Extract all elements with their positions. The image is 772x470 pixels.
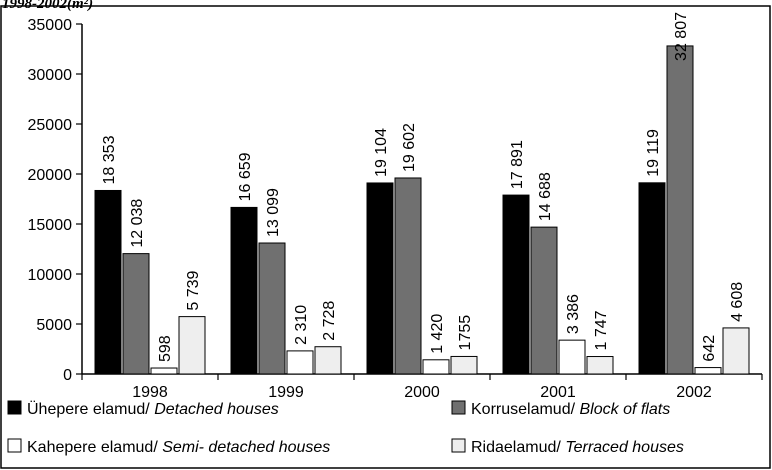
- bar-value-label: 32 807: [673, 12, 690, 61]
- bar-value-label: 4 608: [729, 282, 746, 322]
- bars: [94, 45, 750, 375]
- bar: [94, 189, 122, 375]
- bar: [394, 177, 422, 375]
- bar-value-label: 16 659: [237, 152, 254, 201]
- y-tick-label: 20000: [28, 167, 73, 184]
- bar: [586, 356, 614, 375]
- legend-entry: Ühepere elamud/ Detached houses: [27, 400, 279, 418]
- bar: [694, 367, 722, 375]
- legend-label-prefix: Ühepere elamud/: [27, 400, 154, 418]
- bar-value-label: 12 038: [129, 199, 146, 248]
- legend-label-prefix: Kahepere elamud/: [27, 439, 162, 456]
- bar-value-label: 19 104: [373, 128, 390, 177]
- bar-value-label: 642: [701, 335, 718, 362]
- bar: [722, 327, 750, 375]
- bar: [230, 206, 258, 375]
- bar: [258, 242, 286, 375]
- bar-labels: 18 353 12 038 598 5 739 16 659 13 099 2 310 2 7…: [101, 12, 746, 362]
- legend-entry: Ridaelamud/ Terraced houses: [471, 439, 684, 456]
- legend-label-italic: Semi- detached houses: [162, 439, 330, 456]
- y-tick-label: 10000: [28, 267, 73, 284]
- y-tick-label: 25000: [28, 117, 73, 134]
- bar: [286, 350, 314, 375]
- bar: [178, 316, 206, 375]
- bar: [422, 359, 450, 375]
- bar: [450, 355, 478, 375]
- bar-value-label: 14 688: [537, 172, 554, 221]
- bar: [638, 182, 666, 375]
- bar-value-label: 1 420: [429, 314, 446, 354]
- bar: [558, 339, 586, 375]
- bar-value-label: 2 310: [293, 305, 310, 345]
- bar: [314, 346, 342, 375]
- bar-value-label: 19 602: [401, 123, 418, 172]
- bar: [502, 194, 530, 375]
- x-tick-label: 1998: [132, 384, 168, 401]
- bar-value-label: 13 099: [265, 188, 282, 237]
- bar-value-label: 1755: [457, 315, 474, 351]
- bar: [366, 182, 394, 375]
- bar-value-label: 598: [157, 335, 174, 362]
- bar-value-label: 17 891: [509, 140, 526, 189]
- legend-label-prefix: Ridaelamud/: [471, 439, 565, 456]
- x-tick-label: 2002: [676, 384, 712, 401]
- bar-value-label: 1 747: [593, 310, 610, 350]
- legend-swatch: [7, 438, 22, 453]
- y-tick-label: 0: [63, 367, 72, 384]
- legend-label-italic: Terraced houses: [565, 439, 684, 456]
- bar: [150, 367, 178, 375]
- legend-label-italic: Block of flats: [580, 401, 671, 418]
- legend-entry: Kahepere elamud/ Semi- detached houses: [27, 439, 330, 456]
- legend-swatch: [451, 400, 466, 415]
- page-title-fragment: 1998-2002(m²): [2, 0, 93, 12]
- bar-value-label: 19 119: [645, 129, 662, 177]
- bar-value-label: 5 739: [185, 270, 202, 310]
- legend: Ühepere elamud/ Detached houses Korrusela…: [7, 400, 684, 456]
- bar-value-label: 18 353: [101, 135, 118, 184]
- bar-value-label: 2 728: [321, 301, 338, 341]
- legend-swatch: [451, 438, 466, 453]
- x-tick-label: 1999: [268, 384, 304, 401]
- x-tick-label: 2000: [404, 384, 440, 401]
- y-tick-label: 30000: [28, 67, 73, 84]
- legend-swatch: [7, 400, 22, 415]
- y-tick-label: 5000: [36, 317, 72, 334]
- bar: [530, 226, 558, 375]
- legend-label-italic: Detached houses: [154, 401, 279, 418]
- legend-entry: Korruselamud/ Block of flats: [471, 401, 670, 418]
- bar: [666, 45, 694, 375]
- legend-label-prefix: Korruselamud/: [471, 401, 580, 418]
- bar: [122, 253, 150, 375]
- x-tick-label: 2001: [540, 384, 576, 401]
- y-tick-label: 35000: [28, 17, 73, 34]
- bar-value-label: 3 386: [565, 294, 582, 334]
- y-tick-label: 15000: [28, 217, 73, 234]
